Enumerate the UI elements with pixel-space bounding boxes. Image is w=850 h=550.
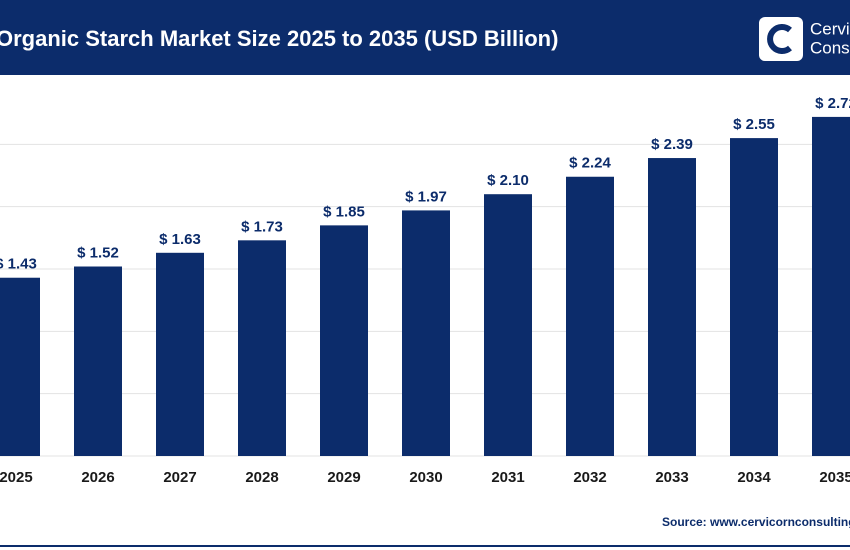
header-band (0, 0, 850, 75)
value-label: $ 2.24 (569, 155, 611, 172)
brand-line-1: Cervicorn (810, 19, 850, 38)
x-tick-label: 2034 (737, 469, 771, 486)
bar (648, 158, 696, 456)
value-label: $ 1.85 (323, 203, 365, 220)
x-tick-label: 2026 (81, 469, 114, 486)
bar (484, 194, 532, 456)
bar (566, 176, 614, 456)
x-tick-label: 2027 (163, 469, 196, 486)
value-label: $ 2.55 (733, 116, 775, 133)
value-label: $ 2.39 (651, 136, 693, 153)
chart-title: Organic Starch Market Size 2025 to 2035 … (0, 26, 558, 51)
x-tick-label: 2025 (0, 469, 33, 486)
x-tick-label: 2029 (327, 469, 360, 486)
bar (320, 225, 368, 456)
x-tick-label: 2030 (409, 469, 442, 486)
x-tick-label: 2032 (573, 469, 606, 486)
bar (730, 138, 778, 456)
bar (74, 266, 122, 456)
bar (0, 277, 40, 456)
source-note: Source: www.cervicornconsulting.com (662, 515, 850, 529)
logo-icon (759, 17, 803, 61)
value-label: $ 1.63 (159, 231, 201, 248)
value-label: $ 1.73 (241, 218, 283, 235)
x-tick-label: 2035 (819, 469, 850, 486)
logo-mark (767, 24, 792, 54)
value-label: $ 1.43 (0, 256, 37, 273)
value-label: $ 2.72 (815, 95, 850, 112)
x-tick-label: 2033 (655, 469, 688, 486)
bar (812, 116, 850, 456)
x-tick-label: 2031 (491, 469, 524, 486)
value-label: $ 1.52 (77, 244, 119, 261)
bar (156, 252, 204, 456)
bar (402, 210, 450, 456)
brand-line-2: Consulting (810, 38, 850, 57)
x-tick-label: 2028 (245, 469, 278, 486)
value-label: $ 1.97 (405, 188, 447, 205)
bar (238, 240, 286, 456)
value-label: $ 2.10 (487, 172, 529, 189)
